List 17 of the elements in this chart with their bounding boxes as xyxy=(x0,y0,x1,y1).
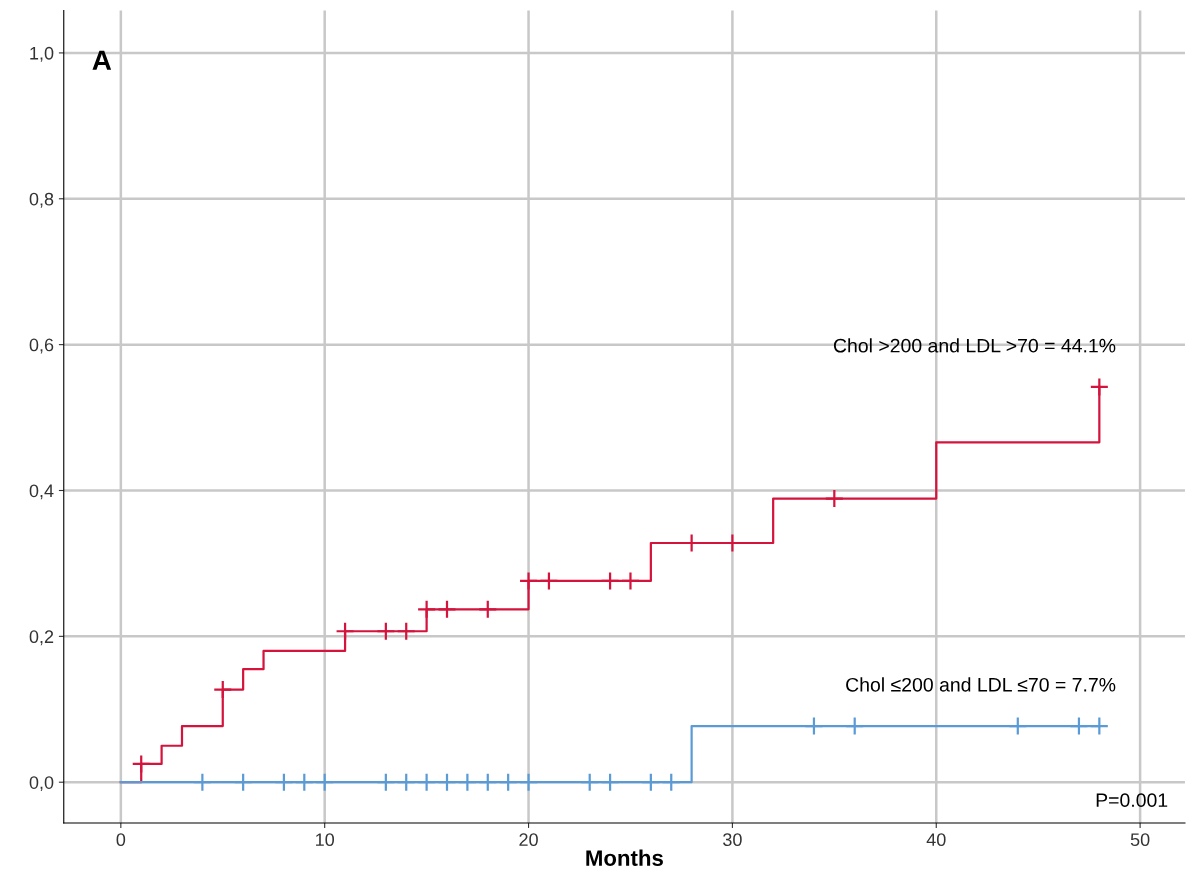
x-tick-label: 10 xyxy=(316,833,335,847)
y-tick-label: 0,4 xyxy=(29,484,54,500)
x-tick-label: 30 xyxy=(723,833,742,847)
x-tick-label: 0 xyxy=(116,833,126,847)
annotation: A xyxy=(92,50,112,70)
y-tick-label: 0,0 xyxy=(29,776,54,792)
x-tick-label: 20 xyxy=(519,833,538,847)
y-tick-label: 0,6 xyxy=(29,338,54,354)
y-tick-label: 0,2 xyxy=(29,630,54,646)
x-tick-label: 50 xyxy=(1130,833,1150,847)
x-axis-title: Months xyxy=(586,849,663,866)
y-tick-label: 0,8 xyxy=(29,192,54,208)
series-label: Chol ≤200 and LDL ≤70 = 7.7% xyxy=(846,677,1116,692)
x-tick-label: 40 xyxy=(926,833,946,847)
y-tick-label: 1,0 xyxy=(30,46,54,62)
annotation: P=0.001 xyxy=(1096,793,1168,808)
series-label: Chol >200 and LDL >70 = 44.1% xyxy=(833,338,1116,353)
